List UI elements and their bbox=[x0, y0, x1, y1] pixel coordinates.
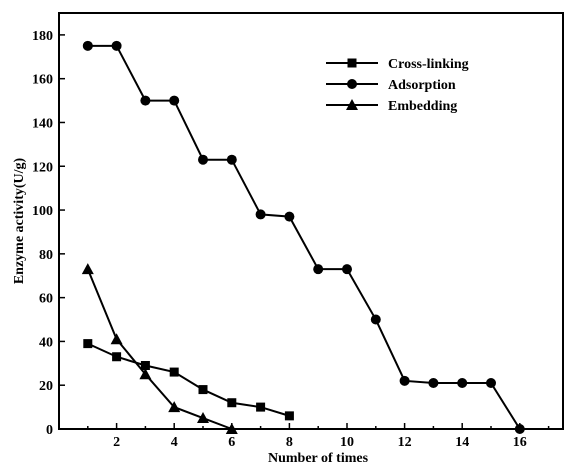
data-point-adsorption bbox=[111, 40, 122, 51]
x-axis-label: Number of times bbox=[268, 451, 369, 464]
y-tick-label: 160 bbox=[32, 73, 53, 88]
data-point-adsorption bbox=[198, 154, 208, 165]
data-point-adsorption bbox=[399, 375, 410, 386]
y-tick-label: 60 bbox=[39, 292, 53, 307]
data-point-adsorption bbox=[342, 264, 352, 275]
data-point-adsorption bbox=[82, 40, 93, 51]
y-tick-label: 180 bbox=[32, 29, 53, 44]
y-tick-label: 120 bbox=[32, 160, 53, 175]
y-tick-label: 80 bbox=[39, 248, 53, 263]
data-point-cross-linking bbox=[284, 411, 294, 421]
data-point-adsorption bbox=[169, 95, 180, 106]
data-point-adsorption bbox=[514, 424, 525, 434]
data-point-adsorption bbox=[457, 378, 468, 389]
data-point-adsorption bbox=[428, 378, 439, 389]
data-point-adsorption bbox=[226, 154, 237, 165]
data-point-embedding bbox=[81, 263, 94, 275]
plot-frame bbox=[58, 12, 564, 430]
y-tick-label: 40 bbox=[39, 335, 53, 350]
data-point-embedding bbox=[168, 401, 181, 413]
x-tick-label: 14 bbox=[455, 435, 469, 450]
y-tick-label: 0 bbox=[46, 423, 53, 438]
legend-marker-adsorption bbox=[347, 79, 357, 89]
x-tick-label: 10 bbox=[340, 435, 354, 450]
data-point-adsorption bbox=[370, 314, 381, 325]
series-line-embedding bbox=[86, 268, 233, 430]
x-tick-label: 12 bbox=[398, 435, 412, 450]
series-line-adsorption bbox=[87, 44, 521, 430]
legend-marker-embedding bbox=[346, 99, 358, 110]
series-embedding bbox=[81, 263, 238, 434]
series-cross-linking bbox=[83, 339, 294, 421]
data-point-embedding bbox=[225, 423, 238, 434]
x-tick-label: 2 bbox=[113, 435, 120, 450]
legend-label-embedding: Embedding bbox=[388, 99, 457, 114]
data-point-adsorption bbox=[255, 209, 266, 220]
x-tick-label: 8 bbox=[286, 435, 293, 450]
x-tick-label: 16 bbox=[513, 435, 527, 450]
data-point-adsorption bbox=[486, 378, 496, 389]
data-point-adsorption bbox=[313, 264, 324, 275]
data-point-cross-linking bbox=[140, 361, 150, 371]
data-point-embedding bbox=[139, 368, 152, 380]
legend-label-cross-linking: Cross-linking bbox=[388, 57, 469, 72]
data-point-embedding bbox=[110, 333, 123, 345]
data-point-adsorption bbox=[140, 95, 151, 106]
x-tick-label: 4 bbox=[171, 435, 178, 450]
legend-label-adsorption: Adsorption bbox=[388, 78, 456, 93]
legend: Cross-linking Adsorption Embedding bbox=[326, 57, 469, 114]
y-axis-label: Enzyme activity(U/g) bbox=[12, 157, 27, 284]
y-tick-label: 20 bbox=[39, 379, 53, 394]
y-tick-label: 100 bbox=[32, 204, 53, 219]
data-point-cross-linking bbox=[256, 402, 266, 412]
legend-marker-cross-linking bbox=[347, 58, 357, 68]
data-point-embedding bbox=[197, 412, 209, 424]
data-point-cross-linking bbox=[198, 385, 208, 395]
y-tick-label: 140 bbox=[32, 116, 53, 131]
data-point-cross-linking bbox=[83, 339, 93, 349]
data-point-cross-linking bbox=[227, 398, 237, 408]
data-point-cross-linking bbox=[169, 367, 179, 377]
data-point-cross-linking bbox=[112, 352, 122, 362]
data-point-adsorption bbox=[284, 211, 295, 222]
series-line-cross-linking bbox=[87, 342, 290, 417]
x-tick-label: 6 bbox=[228, 435, 235, 450]
series-adsorption bbox=[82, 40, 525, 434]
